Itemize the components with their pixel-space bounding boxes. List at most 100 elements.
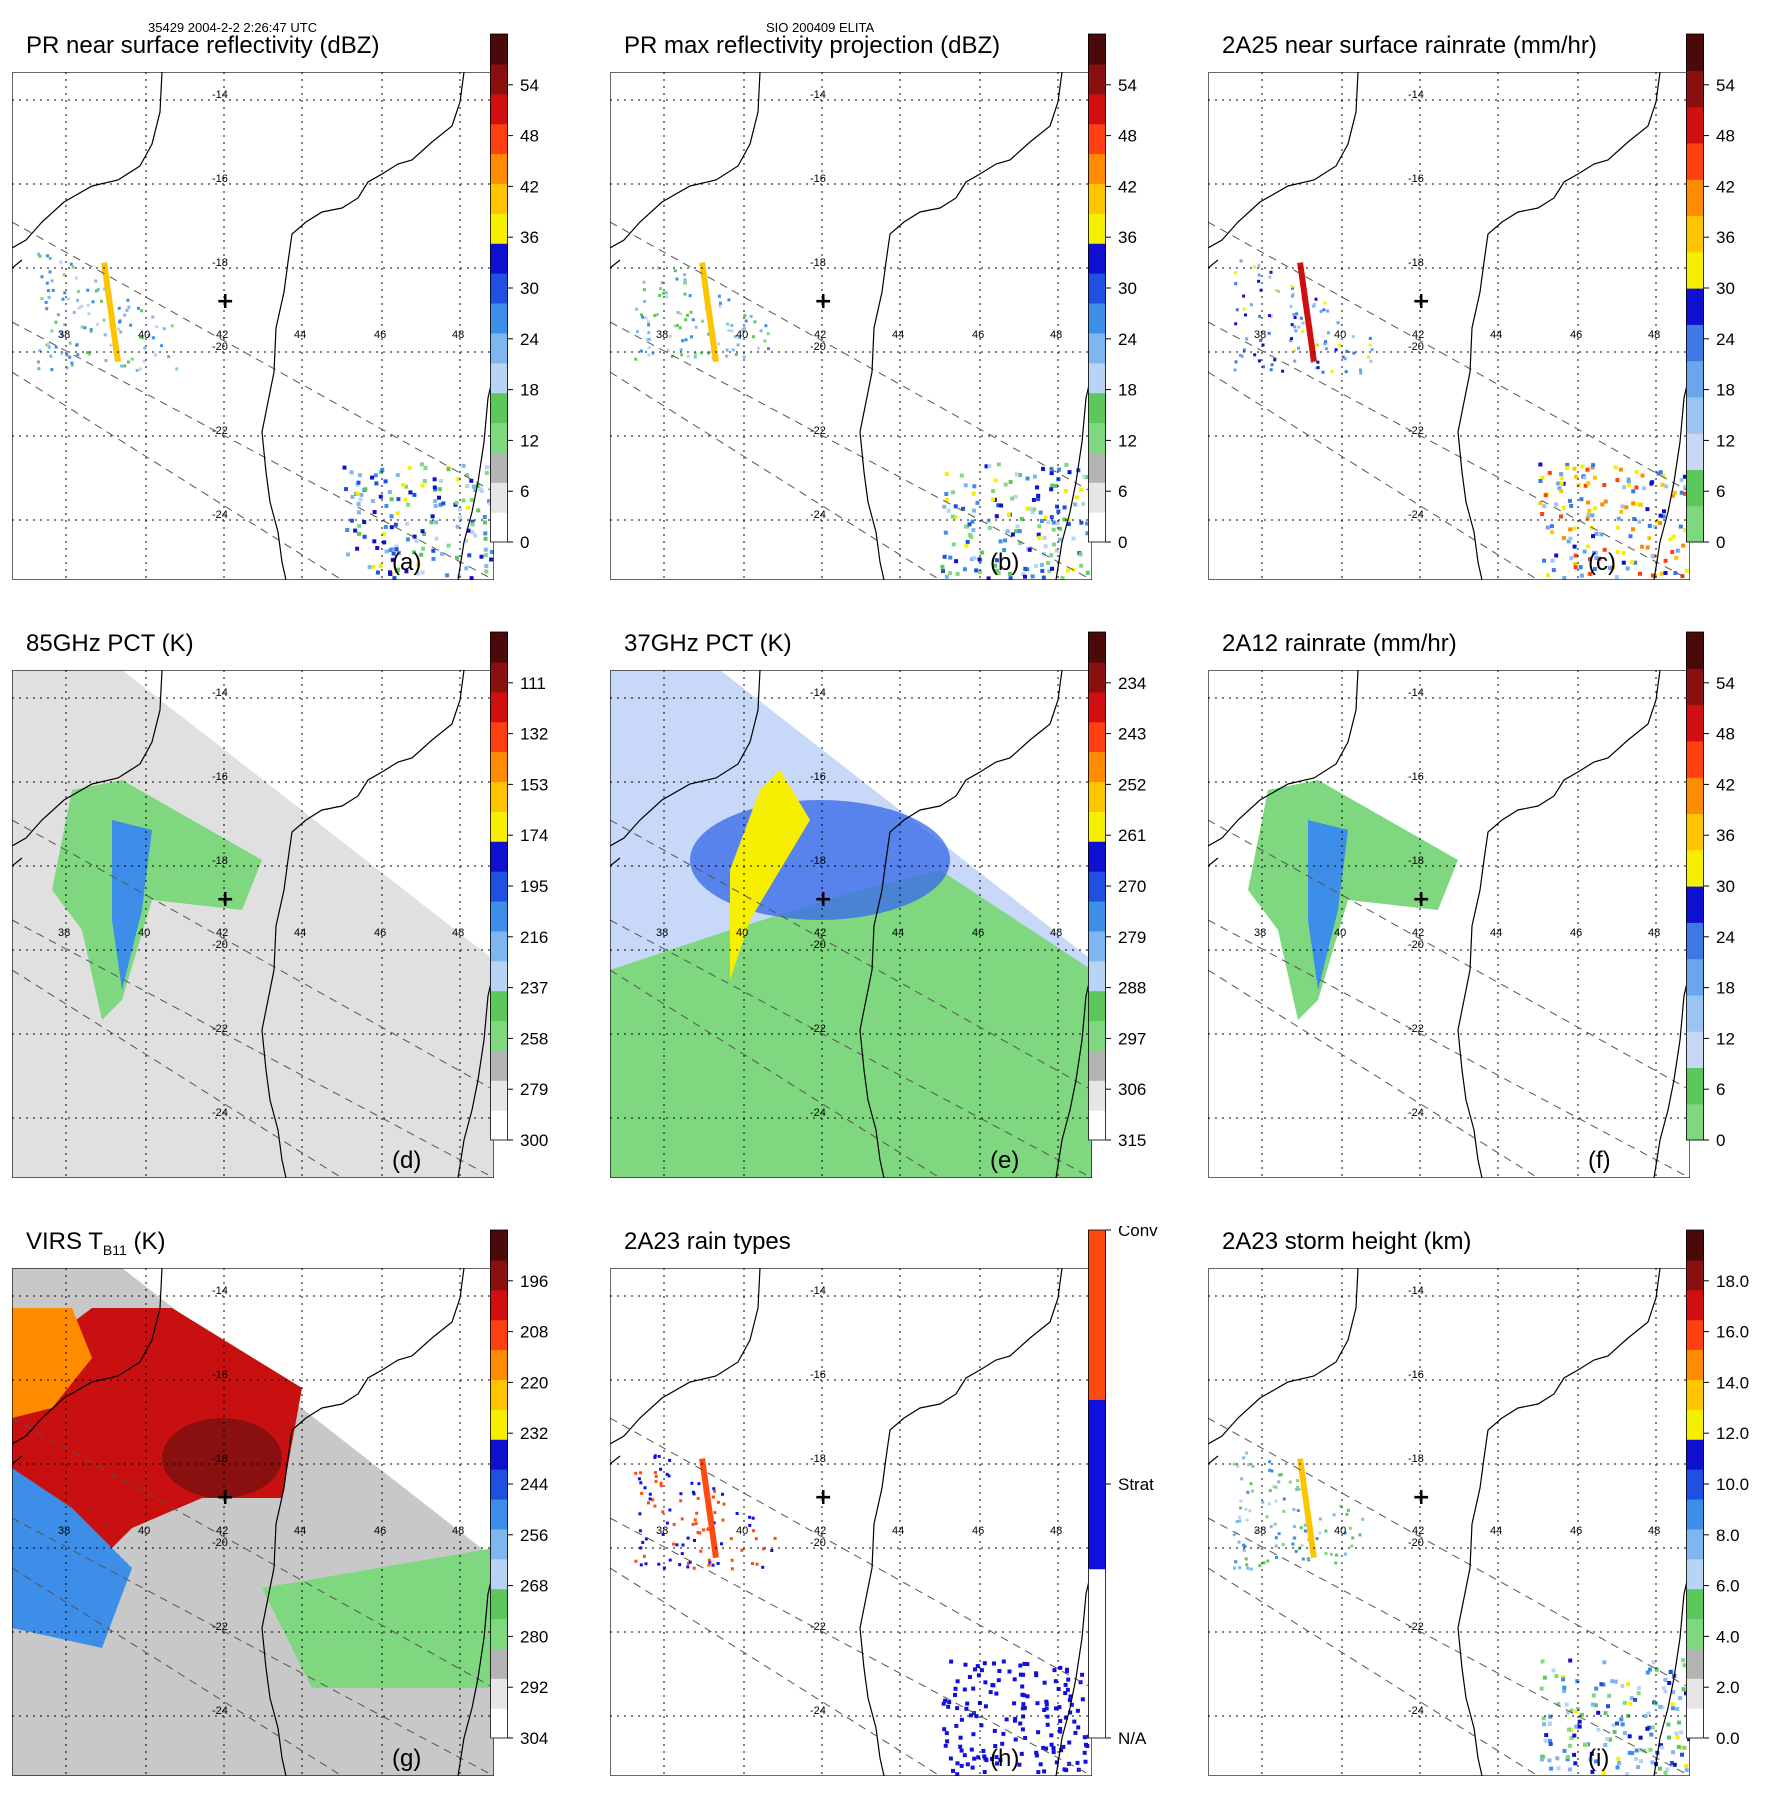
rain-pixel: [1683, 491, 1688, 496]
rain-pixel: [992, 1661, 996, 1666]
rain-pixel: [953, 1686, 958, 1691]
rain-pixel: [60, 333, 64, 337]
colorbar-segment: [490, 1020, 508, 1051]
colorbar-tick-label: 111: [520, 674, 546, 693]
rain-pixel: [1578, 565, 1583, 570]
rain-pixel: [954, 559, 959, 564]
plus-icon: +: [216, 1485, 234, 1510]
rain-pixel: [946, 1704, 951, 1709]
rain-pixel: [62, 273, 66, 277]
rain-pixel: [1630, 1751, 1635, 1756]
colorbar-tick-label: 195: [520, 877, 548, 896]
rain-pixel: [446, 543, 451, 548]
rain-pixel: [1234, 1560, 1238, 1564]
rain-pixel: [1548, 1742, 1553, 1746]
rain-pixel: [1679, 478, 1684, 483]
rain-pixel: [45, 281, 49, 285]
rain-pixel: [1613, 465, 1618, 470]
rain-pixel: [1665, 1767, 1670, 1772]
rain-pixel: [653, 1471, 657, 1475]
rain-pixel: [1683, 485, 1688, 490]
colorbar-tick-label: 30: [1118, 279, 1137, 298]
swath-edge-line: [610, 371, 941, 580]
rain-pixel: [117, 306, 121, 310]
rain-pixel: [662, 1566, 666, 1570]
rain-pixel: [1576, 483, 1581, 488]
map-plot: 38 40 42 44 46 48-14-16-18-20-22-24+(a): [12, 72, 494, 580]
rain-pixel: [1316, 343, 1319, 347]
rain-pixel: [979, 1723, 984, 1728]
rain-pixel: [711, 1495, 715, 1499]
colorbar-tick-label: 261: [1118, 826, 1146, 845]
rain-pixel: [130, 357, 134, 361]
rain-pixel: [1621, 560, 1626, 565]
colorbar-segment: [490, 422, 508, 453]
rain-pixel: [465, 484, 470, 488]
rain-pixel: [1242, 294, 1246, 298]
rain-pixel: [479, 489, 484, 494]
rain-pixel: [454, 500, 459, 505]
rain-pixel: [983, 1704, 988, 1709]
rain-pixel: [476, 508, 481, 513]
rain-pixel: [997, 1669, 1002, 1673]
rain-pixel: [971, 528, 976, 533]
panel-g: VIRS TB11 (K) 38 40 42 44 46 48 -14 -16 -18 -20 -22…: [0, 1226, 580, 1806]
rain-pixel: [416, 562, 421, 567]
rain-pixel: [1290, 285, 1294, 289]
rain-pixel: [1678, 1696, 1683, 1701]
rain-pixel: [412, 550, 416, 555]
colorbar-segment: [1088, 332, 1106, 364]
coastline: [457, 1567, 494, 1776]
rain-pixel: [986, 576, 991, 580]
rain-pixel: [1590, 465, 1595, 470]
rain-pixel: [951, 490, 955, 495]
rain-pixel: [1658, 1704, 1663, 1709]
colorbar-segment: [1686, 70, 1704, 108]
rain-pixel: [1234, 322, 1238, 326]
colorbar-segment: [1088, 482, 1106, 513]
rain-pixel: [1634, 1748, 1639, 1753]
rain-pixel: [666, 348, 670, 352]
rain-pixel: [970, 557, 975, 562]
longitude-label: 42: [1412, 329, 1424, 341]
rain-pixel: [751, 335, 755, 339]
rain-pixel: [65, 353, 69, 357]
rain-pixel: [994, 568, 999, 573]
swath-edge-line: [1208, 1567, 1539, 1776]
rain-pixel: [770, 1549, 774, 1552]
rain-pixel: [1585, 516, 1590, 521]
rain-pixel: [1057, 1705, 1062, 1710]
rain-pixel: [456, 477, 461, 482]
rain-pixel: [483, 553, 488, 558]
rain-pixel: [1562, 1685, 1567, 1690]
colorbar-segment: [1088, 1568, 1106, 1739]
rain-pixel: [380, 467, 385, 472]
rain-pixel: [964, 1706, 969, 1711]
swath-edge-line: [610, 969, 941, 1178]
colorbar-tick-label: 6: [1716, 1080, 1725, 1099]
rain-pixel: [993, 563, 998, 568]
rain-pixel: [708, 1560, 712, 1564]
colorbar-tick-label: 232: [520, 1424, 548, 1443]
rain-pixel: [40, 297, 44, 301]
rain-pixel: [1663, 1689, 1668, 1694]
latitude-label: -22: [212, 1023, 228, 1035]
rain-pixel: [1268, 314, 1271, 318]
rain-pixel: [129, 323, 133, 327]
rain-pixel: [1044, 1706, 1049, 1711]
rain-pixel: [1586, 481, 1591, 486]
rain-pixel: [381, 532, 386, 537]
colorbar-segment: [1686, 849, 1704, 887]
longitude-label: 40: [736, 1525, 748, 1537]
rain-pixel: [634, 357, 638, 361]
latitude-label: -22: [212, 425, 228, 437]
rain-pixel: [141, 336, 145, 340]
rain-pixel: [642, 280, 646, 284]
rain-pixel: [752, 1529, 755, 1533]
rain-pixel: [1064, 462, 1069, 467]
rain-pixel: [1679, 1745, 1684, 1750]
rain-pixel: [437, 487, 442, 492]
coastline: [1653, 969, 1690, 1178]
rain-pixel: [1034, 563, 1038, 568]
rain-pixel: [1080, 1672, 1085, 1677]
